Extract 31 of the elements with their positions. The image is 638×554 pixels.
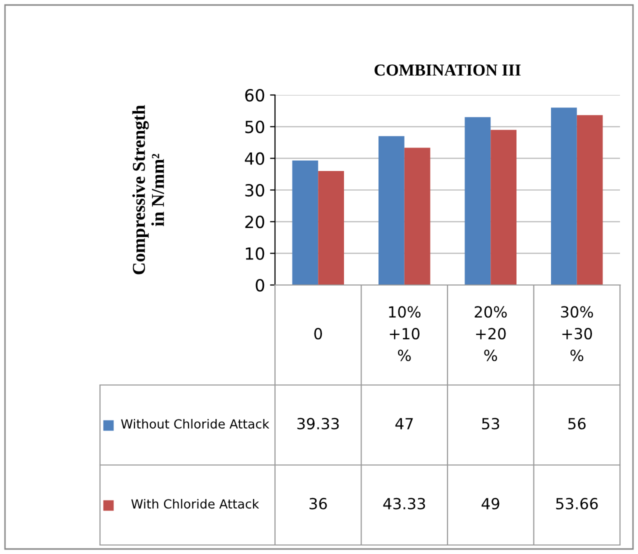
x-tick-label: 30% +30 % bbox=[561, 306, 594, 362]
legend-label: Without Chloride Attack bbox=[121, 418, 270, 429]
x-tick-label: 10% +10 % bbox=[389, 306, 421, 362]
y-tick-label: 10 bbox=[246, 247, 264, 260]
data-label: 47 bbox=[395, 418, 413, 430]
data-label: 56 bbox=[568, 418, 586, 430]
data-label: 53.66 bbox=[556, 498, 598, 510]
data-label: 43.33 bbox=[383, 498, 426, 510]
y-tick-label: 0 bbox=[256, 278, 264, 292]
data-label: 36 bbox=[310, 498, 327, 510]
y-tick-label: 50 bbox=[245, 120, 264, 134]
data-label: 49 bbox=[482, 498, 500, 510]
y-tick-label: 30 bbox=[245, 184, 264, 197]
y-tick-label: 60 bbox=[245, 88, 264, 102]
y-axis-title: Compressive Strength in N/mm² bbox=[132, 105, 164, 274]
bar bbox=[378, 136, 404, 285]
bar bbox=[551, 108, 577, 285]
bar bbox=[292, 160, 318, 285]
bar bbox=[490, 130, 516, 285]
bar bbox=[464, 117, 491, 285]
legend-label: With Chloride Attack bbox=[131, 498, 260, 509]
y-tick-label: 40 bbox=[244, 152, 264, 165]
y-tick-label: 20 bbox=[245, 216, 264, 228]
x-tick-label: 0 bbox=[314, 328, 322, 340]
data-label: 53 bbox=[482, 418, 500, 430]
chart-title: COMBINATION III bbox=[374, 64, 521, 76]
bar bbox=[404, 148, 430, 285]
x-tick-label: 20% +20 % bbox=[474, 306, 507, 362]
data-label: 39.33 bbox=[297, 418, 339, 430]
bar bbox=[318, 171, 344, 285]
bar bbox=[576, 115, 603, 285]
